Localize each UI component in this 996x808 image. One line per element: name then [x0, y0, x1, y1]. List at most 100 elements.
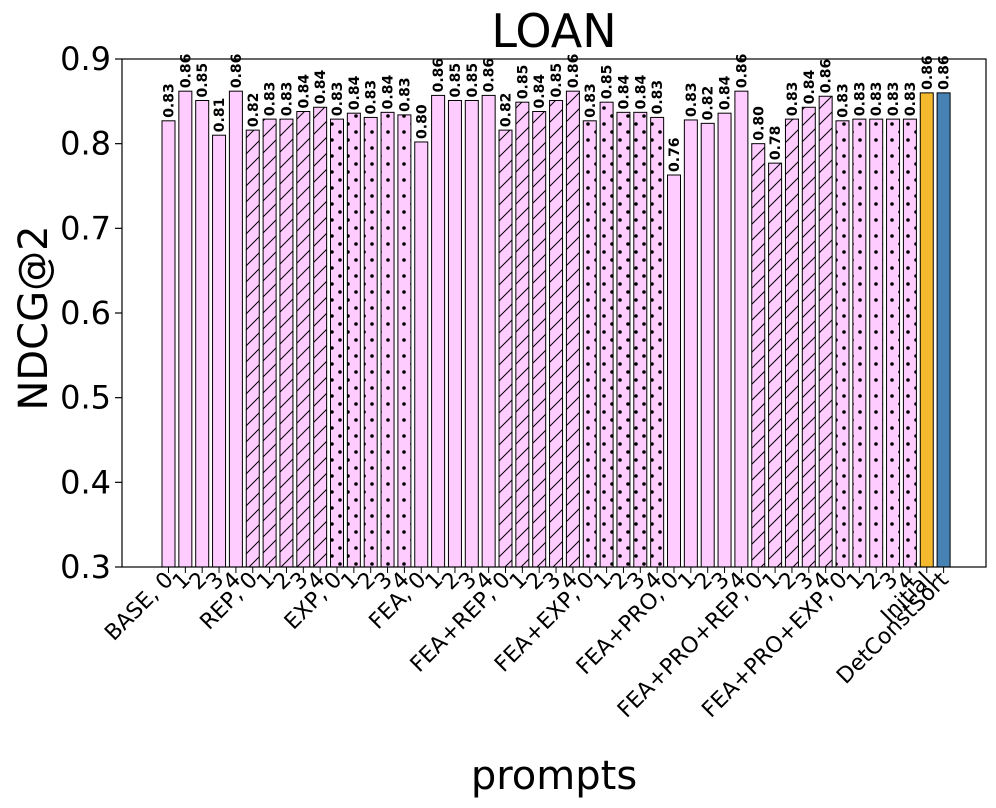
bar — [195, 99, 210, 568]
y-tick-label: 0.7 — [60, 209, 111, 247]
bar-value-label: 0.76 — [667, 137, 683, 172]
bar-value-label: 0.83 — [330, 82, 346, 117]
bar-value-label: 0.83 — [886, 82, 902, 117]
bar — [161, 120, 176, 568]
bar — [768, 162, 783, 568]
bar — [801, 106, 816, 568]
bar-value-label: 0.84 — [347, 75, 363, 110]
bar — [565, 90, 580, 568]
bar-value-label: 0.85 — [195, 63, 211, 98]
bar — [414, 141, 429, 568]
bar-value-label: 0.80 — [751, 106, 767, 141]
bar — [515, 101, 530, 568]
bar — [734, 90, 749, 568]
bar-value-label: 0.83 — [869, 82, 885, 117]
bar-value-label: 0.83 — [162, 83, 178, 118]
bar — [700, 122, 715, 568]
bar — [667, 174, 681, 568]
bar-value-label: 0.83 — [279, 82, 295, 117]
y-tick-label: 0.5 — [60, 379, 111, 417]
bar — [633, 111, 648, 568]
bar — [447, 99, 462, 568]
bar-value-label: 0.80 — [414, 104, 430, 139]
bar-value-label: 0.84 — [802, 69, 818, 104]
bar — [363, 116, 378, 568]
bar — [481, 94, 496, 568]
bar — [279, 118, 294, 568]
bar — [245, 129, 260, 568]
bar-value-label: 0.85 — [549, 63, 565, 98]
bar — [650, 116, 665, 568]
bar — [582, 120, 597, 568]
bar-value-label: 0.86 — [566, 54, 582, 89]
x-tick-label: BASE, 0 — [100, 568, 178, 646]
bar-value-label: 0.85 — [465, 63, 481, 98]
bar — [886, 118, 901, 568]
y-tick-label: 0.6 — [60, 294, 111, 332]
bar — [936, 92, 951, 568]
bar — [397, 114, 412, 568]
bar-value-label: 0.85 — [448, 63, 464, 98]
bar — [902, 118, 917, 568]
bar-value-label: 0.82 — [499, 93, 515, 128]
bar — [919, 92, 934, 568]
bar-value-label: 0.84 — [718, 75, 734, 110]
bar-value-label: 0.81 — [212, 98, 228, 133]
bar — [717, 112, 732, 568]
bar-value-label: 0.84 — [532, 74, 548, 109]
plot-frame — [121, 58, 987, 568]
bar — [498, 129, 513, 568]
bar-value-label: 0.86 — [178, 54, 194, 89]
bar-value-label: 0.83 — [852, 82, 868, 117]
bar — [599, 101, 614, 568]
bar-value-label: 0.86 — [920, 55, 936, 90]
bar-value-label: 0.84 — [616, 75, 632, 110]
y-tick-label: 0.3 — [60, 548, 111, 586]
x-axis-label: prompts — [471, 753, 637, 799]
bar — [313, 106, 328, 568]
bar — [818, 95, 833, 568]
bar-value-label: 0.83 — [583, 83, 599, 118]
bar — [549, 99, 564, 568]
bar-value-label: 0.85 — [600, 65, 616, 100]
bar-value-label: 0.83 — [684, 82, 700, 117]
chart-title: LOAN — [491, 4, 616, 58]
bar — [212, 134, 227, 568]
bar — [431, 94, 446, 568]
bar-value-label: 0.86 — [734, 54, 750, 89]
bar — [683, 119, 698, 568]
bar-value-label: 0.84 — [633, 75, 649, 110]
bar-value-label: 0.84 — [381, 75, 397, 110]
bar-value-label: 0.86 — [937, 55, 953, 90]
bar-value-label: 0.86 — [819, 59, 835, 94]
bar-value-label: 0.86 — [482, 58, 498, 93]
bar-value-label: 0.83 — [650, 80, 666, 115]
y-tick-label: 0.4 — [60, 463, 111, 501]
bar — [346, 112, 361, 568]
bar-value-label: 0.83 — [903, 82, 919, 117]
bar — [616, 111, 631, 568]
bar-value-label: 0.83 — [364, 80, 380, 115]
bar — [852, 118, 867, 568]
bar-value-label: 0.83 — [836, 83, 852, 118]
bar — [784, 118, 799, 568]
bar — [296, 110, 311, 568]
bar — [228, 90, 243, 568]
y-tick-label: 0.9 — [60, 40, 111, 78]
bar — [262, 118, 277, 568]
bar-value-label: 0.86 — [229, 54, 245, 89]
bar — [869, 118, 884, 568]
bar — [330, 118, 344, 568]
bar — [751, 143, 766, 568]
bar-value-label: 0.83 — [397, 77, 413, 112]
bar-value-label: 0.83 — [263, 82, 279, 117]
y-tick-label: 0.8 — [60, 125, 111, 163]
bar — [532, 110, 547, 568]
bar — [835, 120, 850, 568]
bar-value-label: 0.86 — [431, 58, 447, 93]
bar — [380, 111, 395, 568]
bar-value-label: 0.85 — [515, 65, 531, 100]
bar-value-label: 0.82 — [246, 93, 262, 128]
bar-value-label: 0.84 — [296, 74, 312, 109]
